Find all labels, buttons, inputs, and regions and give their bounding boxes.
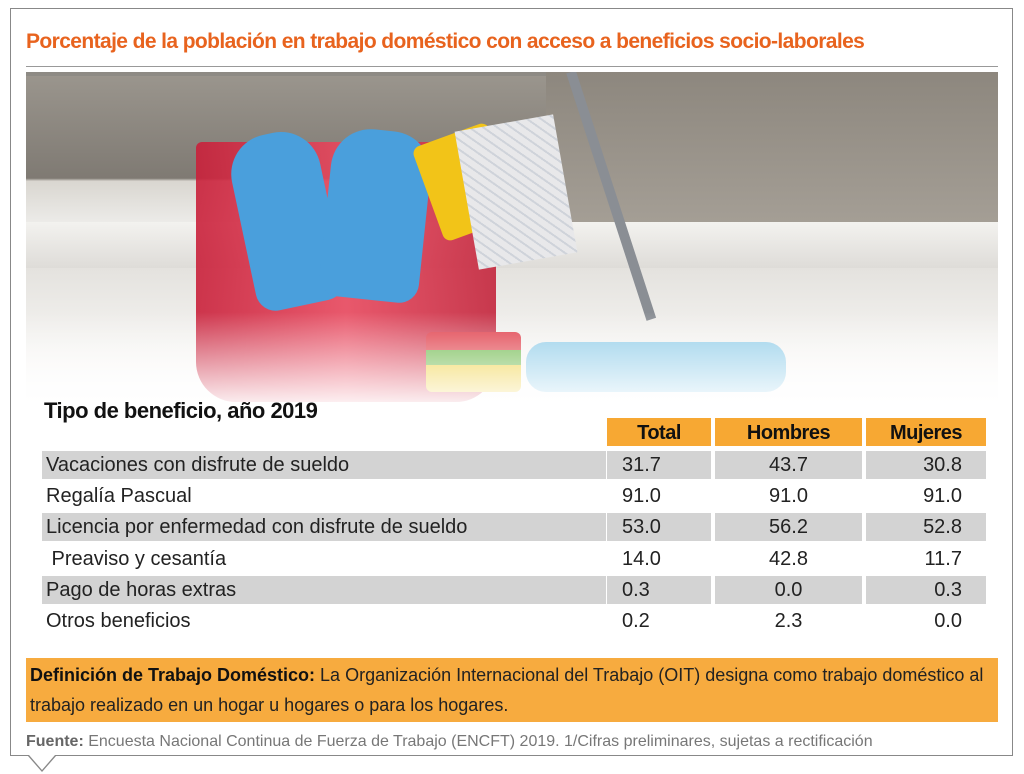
cell-mujeres: 0.0 (934, 610, 962, 632)
cleaning-supplies-photo (26, 72, 998, 412)
row-label: Preaviso y cesantía (46, 548, 227, 570)
cell-total: 0.2 (622, 610, 650, 632)
cell-hombres: 91.0 (769, 485, 808, 507)
table-row: Otros beneficios 0.2 2.3 0.0 (42, 607, 986, 635)
cell-hombres: 56.2 (715, 513, 862, 541)
photo-fade (26, 312, 998, 412)
column-header-total: Total (607, 418, 711, 446)
cell-total: 53.0 (607, 513, 711, 541)
cell-mujeres: 0.3 (866, 576, 986, 604)
table-row: Preaviso y cesantía 14.0 42.8 11.7 (42, 545, 986, 573)
photo-sofa-cushion (546, 72, 998, 222)
table-row: Pago de horas extras 0.3 0.0 0.3 (42, 576, 986, 604)
cell-total: 14.0 (622, 548, 661, 570)
cell-mujeres: 91.0 (923, 485, 962, 507)
definition-label: Definición de Trabajo Doméstico: (30, 665, 316, 685)
cell-mujeres: 52.8 (866, 513, 986, 541)
table-title: Tipo de beneficio, año 2019 (44, 398, 318, 423)
table-row: Vacaciones con disfrute de sueldo 31.7 4… (42, 451, 986, 479)
title-divider (26, 66, 998, 67)
definition-box: Definición de Trabajo Doméstico: La Orga… (26, 658, 998, 722)
row-label: Regalía Pascual (46, 485, 192, 507)
infographic-title: Porcentaje de la población en trabajo do… (26, 30, 865, 53)
row-label: Pago de horas extras (42, 576, 606, 604)
column-header-mujeres: Mujeres (866, 418, 986, 446)
source-text: Encuesta Nacional Continua de Fuerza de … (83, 733, 873, 750)
cell-total: 31.7 (607, 451, 711, 479)
cell-hombres: 0.0 (715, 576, 862, 604)
source-note: Fuente: Encuesta Nacional Continua de Fu… (26, 733, 873, 751)
definition-text: La Organización Internacional del Trabaj… (30, 665, 989, 715)
cell-hombres: 2.3 (774, 610, 803, 632)
table-row: Regalía Pascual 91.0 91.0 91.0 (42, 482, 986, 510)
cell-hombres: 42.8 (769, 548, 808, 570)
cell-hombres: 43.7 (715, 451, 862, 479)
cell-total: 91.0 (622, 485, 661, 507)
cell-total: 0.3 (607, 576, 711, 604)
cell-mujeres: 11.7 (924, 548, 962, 570)
row-label: Otros beneficios (46, 610, 191, 632)
callout-pointer (28, 755, 56, 772)
table-row: Licencia por enfermedad con disfrute de … (42, 513, 986, 541)
source-label: Fuente: (26, 733, 84, 750)
column-header-hombres: Hombres (715, 418, 862, 446)
row-label: Vacaciones con disfrute de sueldo (42, 451, 606, 479)
row-label: Licencia por enfermedad con disfrute de … (42, 513, 606, 541)
cell-mujeres: 30.8 (866, 451, 986, 479)
